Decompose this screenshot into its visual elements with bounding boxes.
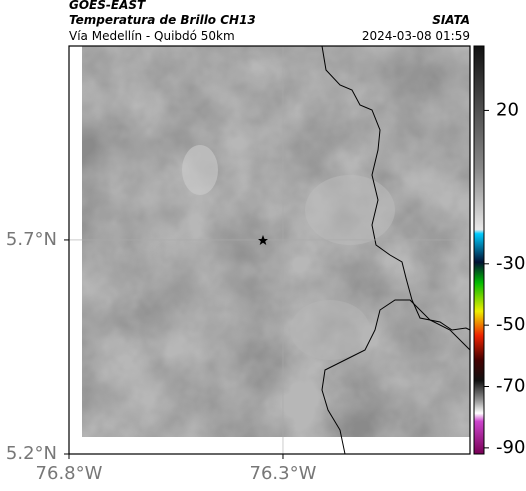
colorbar-label: -70 — [496, 376, 525, 397]
colorbar-label: -30 — [496, 253, 525, 274]
boundary — [321, 45, 471, 331]
source: GOES-EAST — [69, 0, 146, 12]
colorbar — [473, 45, 485, 455]
colorbar-label: -50 — [496, 314, 525, 335]
y-tick-label: 5.2°N — [6, 443, 57, 464]
boundary — [321, 299, 471, 455]
colorbar-label: 20 — [496, 99, 519, 120]
datetime: 2024-03-08 01:59 — [362, 29, 470, 43]
cloud — [182, 145, 218, 195]
cloud — [290, 300, 370, 360]
colorbar-label: -90 — [496, 437, 525, 458]
cloud — [305, 175, 395, 245]
map-frame — [68, 45, 471, 455]
y-tick-label: 5.7°N — [6, 229, 57, 250]
location-star — [258, 235, 268, 245]
x-tick-label: 76.3°W — [250, 463, 317, 484]
product: Temperatura de Brillo CH13 — [69, 13, 256, 27]
region: Vía Medellín - Quibdó 50km — [69, 29, 235, 43]
agency: SIATA — [432, 13, 470, 27]
x-tick-label: 76.8°W — [36, 463, 103, 484]
cloud-texture — [82, 46, 470, 437]
satellite-image — [82, 46, 470, 437]
